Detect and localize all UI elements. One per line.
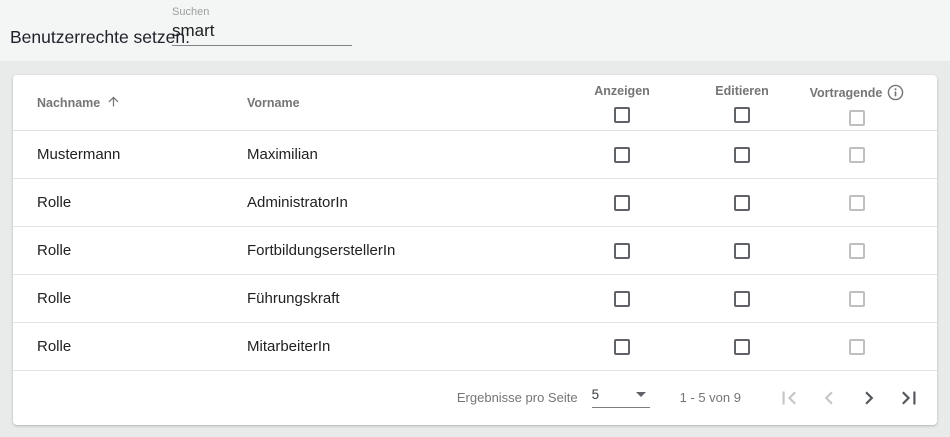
top-bar <box>0 0 950 61</box>
search-field: Suchen <box>172 6 352 46</box>
vortragende-checkbox <box>849 242 865 259</box>
column-header-vorname-label: Vorname <box>247 95 300 110</box>
cell-anzeigen <box>561 194 683 211</box>
page-size-select[interactable]: 5 <box>591 387 650 408</box>
table-row: Mustermann Maximilian <box>13 131 937 179</box>
table-row: Rolle Führungskraft <box>13 275 937 323</box>
column-header-nachname-label: Nachname <box>37 95 101 110</box>
table-row: Rolle FortbildungserstellerIn <box>13 227 937 275</box>
cell-vortragende <box>801 338 913 355</box>
cell-vorname: AdministratorIn <box>247 194 348 211</box>
cell-editieren <box>683 194 801 211</box>
anzeigen-checkbox[interactable] <box>614 290 630 307</box>
table-body: Mustermann Maximilian Rolle Administrato… <box>13 131 937 371</box>
search-input[interactable] <box>172 21 352 46</box>
cell-vortragende <box>801 194 913 211</box>
cell-vorname: Maximilian <box>247 146 318 163</box>
anzeigen-checkbox[interactable] <box>614 242 630 259</box>
vortragende-checkbox <box>849 146 865 163</box>
cell-editieren <box>683 242 801 259</box>
select-all-vortragende-checkbox <box>849 110 865 126</box>
info-icon[interactable] <box>887 84 904 101</box>
cell-vorname: Führungskraft <box>247 290 340 307</box>
caret-down-icon <box>635 392 646 397</box>
previous-page-button <box>809 378 849 418</box>
cell-vorname: MitarbeiterIn <box>247 338 331 355</box>
page-size-label: Ergebnisse pro Seite <box>456 390 578 405</box>
search-label: Suchen <box>172 6 210 18</box>
vortragende-checkbox <box>849 290 865 307</box>
anzeigen-checkbox[interactable] <box>614 146 630 163</box>
select-all-anzeigen-checkbox[interactable] <box>614 107 630 123</box>
cell-nachname: Rolle <box>37 338 72 355</box>
editieren-checkbox[interactable] <box>734 338 750 355</box>
first-page-icon <box>782 391 796 404</box>
anzeigen-checkbox[interactable] <box>614 338 630 355</box>
cell-editieren <box>683 338 801 355</box>
cell-nachname: Rolle <box>37 194 72 211</box>
cell-editieren <box>683 146 801 163</box>
column-header-nachname[interactable]: Nachname <box>37 75 247 130</box>
last-page-icon <box>902 391 916 404</box>
table-row: Rolle MitarbeiterIn <box>13 323 937 371</box>
first-page-button <box>769 378 809 418</box>
column-header-vorname[interactable]: Vorname <box>247 75 561 130</box>
cell-vortragende <box>801 242 913 259</box>
page-size-value: 5 <box>591 387 600 402</box>
cell-anzeigen <box>561 338 683 355</box>
cell-vortragende <box>801 146 913 163</box>
anzeigen-checkbox[interactable] <box>614 194 630 211</box>
cell-nachname: Rolle <box>37 290 72 307</box>
user-rights-table-card: Nachname Vorname Anzeigen Editieren Vort… <box>13 75 937 425</box>
next-page-button[interactable] <box>849 378 889 418</box>
cell-vortragende <box>801 290 913 307</box>
cell-nachname: Rolle <box>37 242 72 259</box>
table-row: Rolle AdministratorIn <box>13 179 937 227</box>
column-header-anzeigen-label: Anzeigen <box>594 84 650 98</box>
cell-vorname: FortbildungserstellerIn <box>247 242 396 259</box>
page-range-label: 1 - 5 von 9 <box>679 390 741 405</box>
cell-nachname: Mustermann <box>37 146 121 163</box>
column-header-vortragende: Vortragende <box>801 75 913 130</box>
editieren-checkbox[interactable] <box>734 146 750 163</box>
cell-anzeigen <box>561 242 683 259</box>
editieren-checkbox[interactable] <box>734 290 750 307</box>
cell-anzeigen <box>561 290 683 307</box>
editieren-checkbox[interactable] <box>734 194 750 211</box>
cell-editieren <box>683 290 801 307</box>
select-all-editieren-checkbox[interactable] <box>734 107 750 123</box>
table-header-row: Nachname Vorname Anzeigen Editieren Vort… <box>13 75 937 131</box>
editieren-checkbox[interactable] <box>734 242 750 259</box>
vortragende-checkbox <box>849 338 865 355</box>
page-title: Benutzerrechte setzen: <box>10 27 190 47</box>
column-header-vortragende-label: Vortragende <box>809 85 883 100</box>
last-page-button[interactable] <box>889 378 929 418</box>
chevron-right-icon <box>865 391 874 404</box>
column-header-editieren-label: Editieren <box>715 84 769 98</box>
chevron-left-icon <box>824 391 833 404</box>
column-header-anzeigen: Anzeigen <box>561 75 683 130</box>
column-header-editieren: Editieren <box>683 75 801 130</box>
sort-ascending-icon <box>106 94 121 109</box>
paginator: Ergebnisse pro Seite 5 1 - 5 von 9 <box>13 371 937 424</box>
cell-anzeigen <box>561 146 683 163</box>
vortragende-checkbox <box>849 194 865 211</box>
